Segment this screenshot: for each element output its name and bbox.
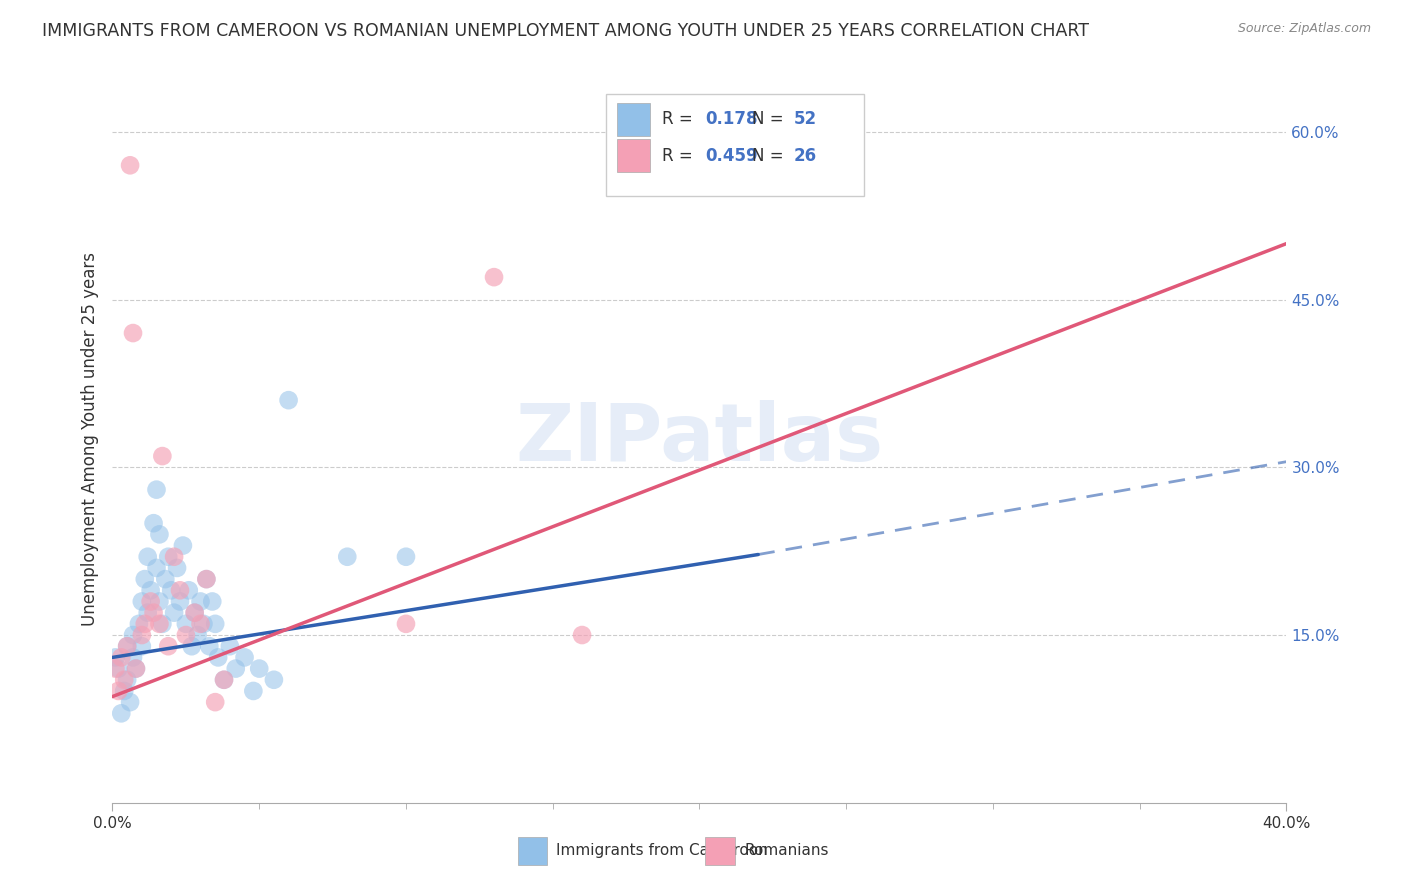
Point: [233, 650, 256, 665]
Point: [177, 583, 200, 598]
FancyBboxPatch shape: [606, 94, 863, 195]
Point: [148, 527, 170, 541]
Point: [110, 706, 132, 721]
Text: N =: N =: [752, 147, 789, 165]
Point: [134, 572, 156, 586]
Point: [122, 628, 145, 642]
Point: [204, 616, 226, 631]
Point: [107, 684, 129, 698]
Point: [169, 583, 191, 598]
Point: [187, 628, 209, 642]
Point: [112, 673, 135, 687]
Point: [134, 616, 156, 631]
Point: [131, 639, 153, 653]
FancyBboxPatch shape: [517, 837, 547, 864]
Point: [195, 572, 218, 586]
Point: [142, 516, 165, 531]
Point: [172, 539, 194, 553]
Point: [150, 616, 173, 631]
Text: 0.178: 0.178: [706, 111, 758, 128]
Point: [136, 549, 159, 564]
Text: Romanians: Romanians: [744, 843, 828, 858]
Point: [395, 549, 418, 564]
Point: [242, 684, 264, 698]
Point: [190, 616, 212, 631]
Point: [107, 662, 129, 676]
FancyBboxPatch shape: [617, 139, 650, 172]
Point: [263, 673, 285, 687]
Point: [139, 594, 162, 608]
Point: [169, 594, 191, 608]
Text: Immigrants from Cameroon: Immigrants from Cameroon: [557, 843, 768, 858]
Point: [122, 650, 145, 665]
Point: [190, 594, 212, 608]
Point: [131, 628, 153, 642]
Point: [125, 662, 148, 676]
Text: R =: R =: [662, 147, 697, 165]
Point: [166, 561, 188, 575]
Point: [277, 393, 299, 408]
Point: [183, 606, 205, 620]
Point: [207, 650, 229, 665]
Text: 26: 26: [793, 147, 817, 165]
Text: IMMIGRANTS FROM CAMEROON VS ROMANIAN UNEMPLOYMENT AMONG YOUTH UNDER 25 YEARS COR: IMMIGRANTS FROM CAMEROON VS ROMANIAN UNE…: [42, 22, 1090, 40]
Point: [193, 616, 215, 631]
Point: [180, 639, 202, 653]
Point: [122, 326, 145, 340]
Point: [204, 695, 226, 709]
Point: [160, 583, 183, 598]
Point: [145, 561, 167, 575]
Text: ZIPatlas: ZIPatlas: [516, 401, 883, 478]
Point: [183, 606, 205, 620]
Point: [571, 628, 593, 642]
Point: [157, 639, 180, 653]
Point: [150, 449, 173, 463]
Point: [115, 639, 138, 653]
Text: R =: R =: [662, 111, 697, 128]
Point: [201, 594, 224, 608]
Point: [482, 270, 505, 285]
Point: [128, 616, 150, 631]
Point: [120, 695, 142, 709]
Y-axis label: Unemployment Among Youth under 25 years: Unemployment Among Youth under 25 years: [80, 252, 98, 626]
Point: [212, 673, 235, 687]
Point: [195, 572, 218, 586]
Point: [148, 594, 170, 608]
Point: [336, 549, 359, 564]
Text: 0.459: 0.459: [706, 147, 758, 165]
Point: [139, 583, 162, 598]
Point: [104, 662, 127, 676]
Text: N =: N =: [752, 111, 789, 128]
Point: [104, 650, 127, 665]
Point: [163, 549, 186, 564]
Point: [157, 549, 180, 564]
Text: 52: 52: [793, 111, 817, 128]
FancyBboxPatch shape: [706, 837, 735, 864]
Point: [395, 616, 418, 631]
Point: [148, 616, 170, 631]
Point: [155, 572, 177, 586]
Point: [131, 594, 153, 608]
Point: [112, 684, 135, 698]
FancyBboxPatch shape: [617, 103, 650, 136]
Point: [219, 639, 242, 653]
Point: [225, 662, 247, 676]
Point: [145, 483, 167, 497]
Point: [212, 673, 235, 687]
Point: [142, 606, 165, 620]
Point: [120, 158, 142, 172]
Point: [136, 606, 159, 620]
Text: Source: ZipAtlas.com: Source: ZipAtlas.com: [1237, 22, 1371, 36]
Point: [110, 650, 132, 665]
Point: [174, 616, 197, 631]
Point: [125, 662, 148, 676]
Point: [198, 639, 221, 653]
Point: [247, 662, 270, 676]
Point: [115, 673, 138, 687]
Point: [115, 639, 138, 653]
Point: [163, 606, 186, 620]
Point: [174, 628, 197, 642]
